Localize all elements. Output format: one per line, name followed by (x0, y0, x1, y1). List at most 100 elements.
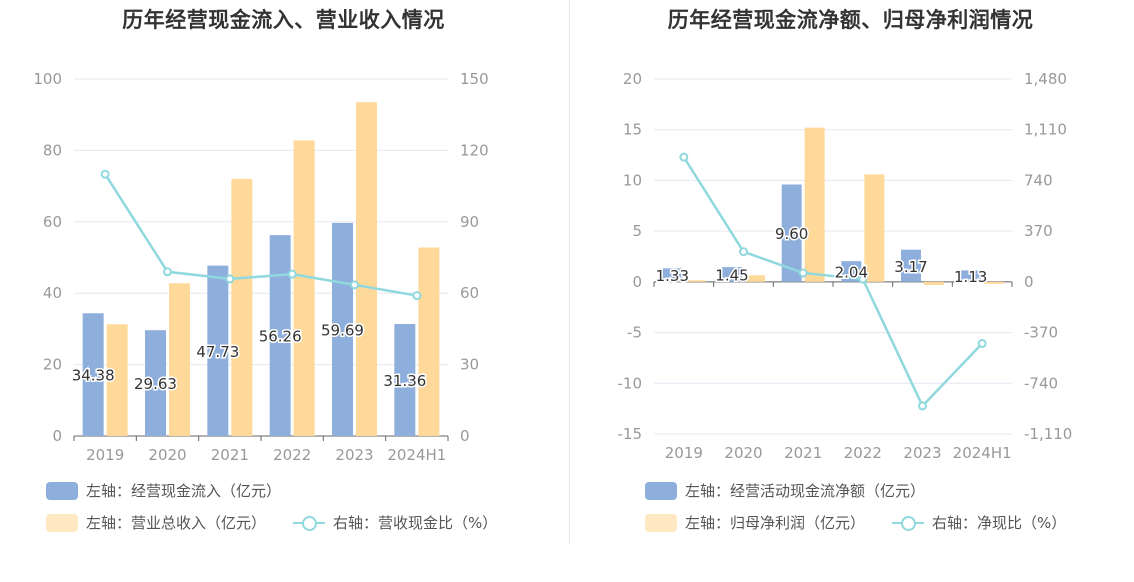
right-axis-tick-label: 370 (1024, 222, 1053, 240)
left-axis-tick-label: 5 (632, 222, 642, 240)
x-axis-tick-label: 2024H1 (953, 444, 1012, 462)
right-axis-tick-label: 150 (460, 70, 489, 88)
right-axis-tick-label: 30 (460, 356, 479, 374)
left-axis-tick-label: 15 (623, 121, 642, 139)
legend-label: 左轴：经营活动现金流净额（亿元） (685, 482, 926, 500)
legend-swatch-blue (46, 481, 78, 500)
legend-item-net-cash-ratio[interactable]: 右轴：净现比（%） (892, 512, 1066, 533)
ratio-line (104, 173, 418, 297)
legend-line-marker (892, 514, 924, 532)
bar-value-label: 1.13 (954, 268, 987, 286)
bar-value-label: 34.38 (72, 367, 115, 385)
right-axis-tick-label: 1,110 (1024, 121, 1067, 139)
left-axis-tick-label: 0 (52, 427, 62, 445)
legend-label: 右轴：营收现金比（%） (333, 514, 498, 532)
ratio-point (225, 274, 235, 284)
bar-value-label: 3.17 (894, 258, 927, 276)
x-axis-tick-label: 2023 (335, 446, 373, 464)
legend-swatch-blue (645, 481, 677, 500)
bar-orange (169, 283, 190, 436)
legend-item-net-profit[interactable]: 左轴：归母净利润（亿元） (645, 512, 865, 533)
bar-blue (781, 184, 802, 282)
ratio-point (739, 247, 748, 257)
x-axis-tick-label: 2024H1 (387, 446, 446, 464)
ratio-point (798, 268, 808, 278)
ratio-point (287, 269, 297, 279)
legend-item-cash-ratio[interactable]: 右轴：营收现金比（%） (293, 512, 497, 533)
bar-orange (231, 178, 253, 436)
bar-blue (332, 222, 353, 436)
bar-orange (293, 140, 315, 437)
legend-item-cash-inflow[interactable]: 左轴：经营现金流入（亿元） (46, 480, 281, 501)
legend-item-revenue[interactable]: 左轴：营业总收入（亿元） (46, 512, 266, 533)
legend-label: 左轴：归母净利润（亿元） (685, 514, 866, 532)
legend-line-marker (293, 514, 325, 532)
bar-orange (924, 281, 944, 285)
right-chart-title: 历年经营现金流净额、归母净利润情况 (667, 8, 1034, 32)
x-axis-tick-label: 2022 (273, 446, 311, 464)
left-axis-tick-label: 60 (43, 213, 62, 231)
bar-blue (960, 270, 981, 282)
ratio-point (679, 152, 689, 162)
bar-value-label: 31.36 (383, 372, 426, 390)
bar-value-label: 47.73 (196, 343, 239, 361)
ratio-point (858, 274, 868, 284)
bar-blue (269, 235, 291, 436)
bar-orange (864, 174, 885, 282)
left-axis-tick-label: 100 (33, 70, 62, 88)
left-axis-tick-label: 0 (632, 273, 642, 291)
left-axis-tick-label: 80 (43, 141, 62, 159)
right-axis-tick-label: 0 (1024, 273, 1034, 291)
bar-blue (394, 324, 416, 436)
ratio-line (682, 156, 984, 409)
right-axis-tick-label: 60 (460, 284, 479, 302)
left-axis-tick-label: -10 (618, 374, 643, 392)
ratio-point (100, 169, 110, 179)
ratio-point (350, 280, 359, 290)
bar-value-label: 1.45 (715, 267, 748, 285)
left-axis-tick-label: 20 (623, 70, 642, 88)
x-axis-tick-label: 2023 (903, 444, 941, 462)
bar-blue (722, 267, 742, 282)
bar-value-label: 59.69 (321, 321, 364, 339)
bar-orange (983, 281, 1004, 284)
left-axis-tick-label: 40 (43, 284, 62, 302)
legend-label: 左轴：经营现金流入（亿元） (86, 482, 282, 500)
right-axis-tick-label: -370 (1024, 324, 1058, 342)
bar-blue (901, 249, 921, 282)
ratio-point (918, 401, 927, 411)
bar-blue (82, 313, 104, 436)
x-axis-tick-label: 2020 (724, 444, 762, 462)
left-chart-title: 历年经营现金流入、营业收入情况 (122, 8, 445, 32)
right-axis-tick-label: -740 (1024, 374, 1058, 392)
bar-orange (106, 324, 128, 436)
bar-value-label: 56.26 (259, 328, 302, 346)
legend-label: 右轴：净现比（%） (932, 514, 1067, 532)
bar-orange (804, 127, 825, 282)
panel-divider (569, 0, 570, 545)
left-axis-tick-label: 10 (623, 171, 642, 189)
bar-orange (685, 280, 706, 282)
bar-orange (745, 275, 765, 282)
bar-blue (145, 330, 166, 436)
ratio-point (163, 267, 172, 277)
bar-orange (356, 102, 377, 436)
bar-orange (418, 247, 440, 436)
right-axis-tick-label: -1,110 (1024, 425, 1072, 443)
bar-value-label: 9.60 (775, 225, 808, 243)
bar-blue (662, 268, 683, 282)
left-chart-plot: 0 0 20 30 40 60 60 90 80 120 100 150 2019 2020 2021 202… (33, 70, 489, 464)
legend-item-net-cash-flow[interactable]: 左轴：经营活动现金流净额（亿元） (645, 480, 925, 501)
legend-swatch-orange (645, 513, 677, 532)
right-axis-tick-label: 120 (460, 141, 489, 159)
x-axis-tick-label: 2020 (148, 446, 186, 464)
right-chart-panel: 历年经营现金流净额、归母净利润情况 -15 -1,110 -10 -740 -5 -370… (567, 0, 1134, 582)
right-axis-tick-label: 1,480 (1024, 70, 1067, 88)
ratio-point (977, 339, 987, 349)
x-axis-tick-label: 2019 (665, 444, 703, 462)
legend-label: 左轴：营业总收入（亿元） (86, 514, 267, 532)
x-axis-tick-label: 2021 (211, 446, 249, 464)
bar-value-label: 2.04 (835, 264, 868, 282)
left-axis-tick-label: -15 (618, 425, 643, 443)
right-axis-tick-label: 90 (460, 213, 479, 231)
